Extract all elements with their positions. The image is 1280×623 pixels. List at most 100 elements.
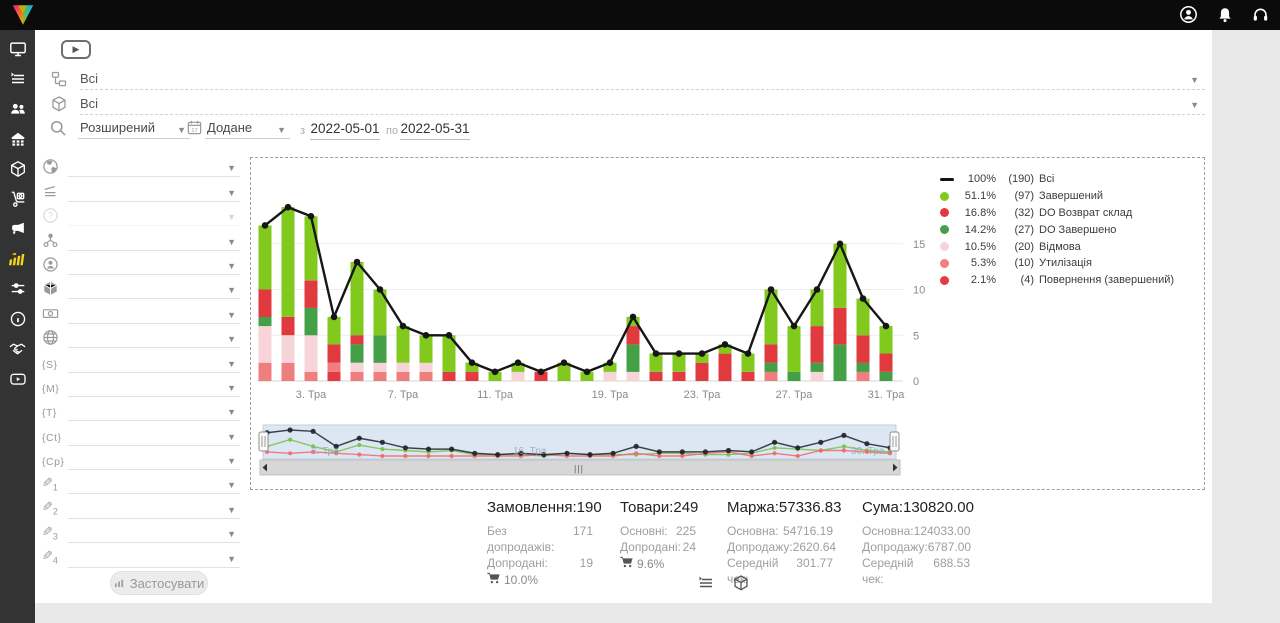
bar-segment[interactable] [511, 371, 525, 381]
sidebar-item-megaphone[interactable] [0, 216, 35, 246]
bar-segment[interactable] [373, 289, 387, 336]
bar-segment[interactable] [879, 326, 893, 354]
bar-segment[interactable] [281, 316, 295, 336]
apply-button[interactable]: Застосувати [110, 571, 208, 595]
bar-segment[interactable] [258, 225, 272, 290]
bar-segment[interactable] [764, 371, 778, 381]
filter-select-pencil-3[interactable]: ▼ [68, 524, 240, 544]
sidebar-item-handshake[interactable] [0, 336, 35, 366]
bar-segment[interactable] [741, 353, 755, 372]
bar-segment[interactable] [626, 344, 640, 372]
bar-segment[interactable] [396, 326, 410, 363]
sidebar-item-analytics[interactable] [0, 246, 35, 276]
products-box-toggle-icon[interactable] [732, 574, 750, 597]
sidebar-item-package[interactable] [0, 156, 35, 186]
total-point[interactable] [882, 322, 890, 330]
filter-select-globe-earth[interactable]: ▼ [68, 158, 240, 178]
navigator-handle-left[interactable] [258, 431, 269, 452]
total-point[interactable] [422, 332, 430, 339]
bar-segment[interactable] [350, 371, 364, 381]
total-point[interactable] [790, 322, 798, 330]
bar-segment[interactable] [672, 371, 686, 381]
bar-segment[interactable] [327, 344, 341, 363]
total-point[interactable] [445, 332, 453, 339]
sidebar-item-info[interactable] [0, 306, 35, 336]
bar-segment[interactable] [856, 298, 870, 336]
bar-segment[interactable] [626, 326, 640, 345]
sidebar-item-sliders[interactable] [0, 276, 35, 306]
filter-select-sel-cp[interactable]: ▼ [68, 451, 240, 471]
total-point[interactable] [652, 350, 660, 357]
bar-segment[interactable] [626, 316, 640, 327]
bar-segment[interactable] [672, 353, 686, 372]
bar-segment[interactable] [258, 362, 272, 381]
total-point[interactable] [721, 341, 729, 348]
bar-segment[interactable] [833, 243, 847, 308]
filter-select-pencil-1[interactable]: ▼ [68, 475, 240, 495]
bar-segment[interactable] [764, 362, 778, 372]
total-point[interactable] [468, 359, 476, 366]
bar-segment[interactable] [787, 371, 801, 381]
legend-item[interactable]: 16.8% (32) DO Возврат склад [940, 205, 1174, 222]
bar-segment[interactable] [833, 307, 847, 345]
total-point[interactable] [353, 258, 361, 266]
product-filter-select[interactable]: Всі ▼ [80, 92, 1205, 115]
total-point[interactable] [767, 286, 775, 293]
source-filter-select[interactable]: Всі ▼ [80, 67, 1205, 90]
bar-segment[interactable] [741, 371, 755, 381]
total-point[interactable] [836, 240, 844, 248]
legend-item[interactable]: 2.1% (4) Повернення (завершений) [940, 272, 1174, 289]
total-point[interactable] [629, 313, 637, 321]
bar-segment[interactable] [810, 326, 824, 363]
filter-select-sel-s[interactable]: ▼ [68, 354, 240, 373]
bar-segment[interactable] [580, 371, 594, 381]
bar-segment[interactable] [258, 316, 272, 327]
legend-item[interactable]: 14.2% (27) DO Завершено [940, 221, 1174, 238]
bar-segment[interactable] [419, 362, 433, 372]
bar-segment[interactable] [350, 362, 364, 372]
bar-segment[interactable] [304, 371, 318, 381]
orders-list-toggle-icon[interactable] [697, 574, 715, 597]
filter-select-hierarchy[interactable]: ▼ [68, 232, 240, 251]
filter-select-sel-t[interactable]: ▼ [68, 402, 240, 422]
bar-segment[interactable] [465, 362, 479, 372]
bar-segment[interactable] [649, 353, 663, 372]
bar-segment[interactable] [695, 353, 709, 363]
bar-segment[interactable] [488, 371, 502, 381]
user-circle-icon[interactable] [1179, 5, 1198, 24]
scrollbar-grip[interactable]: ||| [574, 464, 584, 474]
bar-segment[interactable] [373, 335, 387, 363]
total-point[interactable] [491, 368, 499, 376]
total-point[interactable] [560, 359, 568, 366]
bar-segment[interactable] [833, 344, 847, 381]
bar-segment[interactable] [304, 280, 318, 308]
total-point[interactable] [675, 350, 683, 357]
bar-segment[interactable] [649, 371, 663, 381]
date-field-select[interactable]: Додане ▼ [205, 117, 290, 139]
bar-segment[interactable] [856, 335, 870, 363]
bar-segment[interactable] [603, 362, 617, 372]
filter-select-cube[interactable]: ▼ [68, 280, 240, 300]
total-point[interactable] [606, 359, 614, 366]
bar-segment[interactable] [350, 262, 364, 336]
date-from-input[interactable]: 2022-05-01 [310, 121, 380, 140]
bar-segment[interactable] [373, 371, 387, 381]
sidebar-item-monitor[interactable] [0, 36, 35, 66]
app-logo-icon[interactable] [10, 2, 36, 28]
bar-segment[interactable] [442, 335, 456, 372]
filter-select-pencil-4[interactable]: ▼ [68, 549, 240, 568]
bar-segment[interactable] [350, 335, 364, 345]
bar-segment[interactable] [304, 216, 318, 281]
bar-segment[interactable] [534, 371, 548, 381]
bar-segment[interactable] [879, 353, 893, 372]
legend-item[interactable]: 10.5% (20) Відмова [940, 238, 1174, 255]
bar-segment[interactable] [327, 362, 341, 372]
bar-segment[interactable] [465, 371, 479, 381]
total-point[interactable] [330, 313, 338, 321]
bar-segment[interactable] [419, 371, 433, 381]
bar-segment[interactable] [856, 362, 870, 372]
total-point[interactable] [744, 350, 752, 357]
total-point[interactable] [284, 203, 292, 211]
legend-item[interactable]: 5.3% (10) Утилізація [940, 255, 1174, 272]
total-point[interactable] [859, 295, 867, 302]
